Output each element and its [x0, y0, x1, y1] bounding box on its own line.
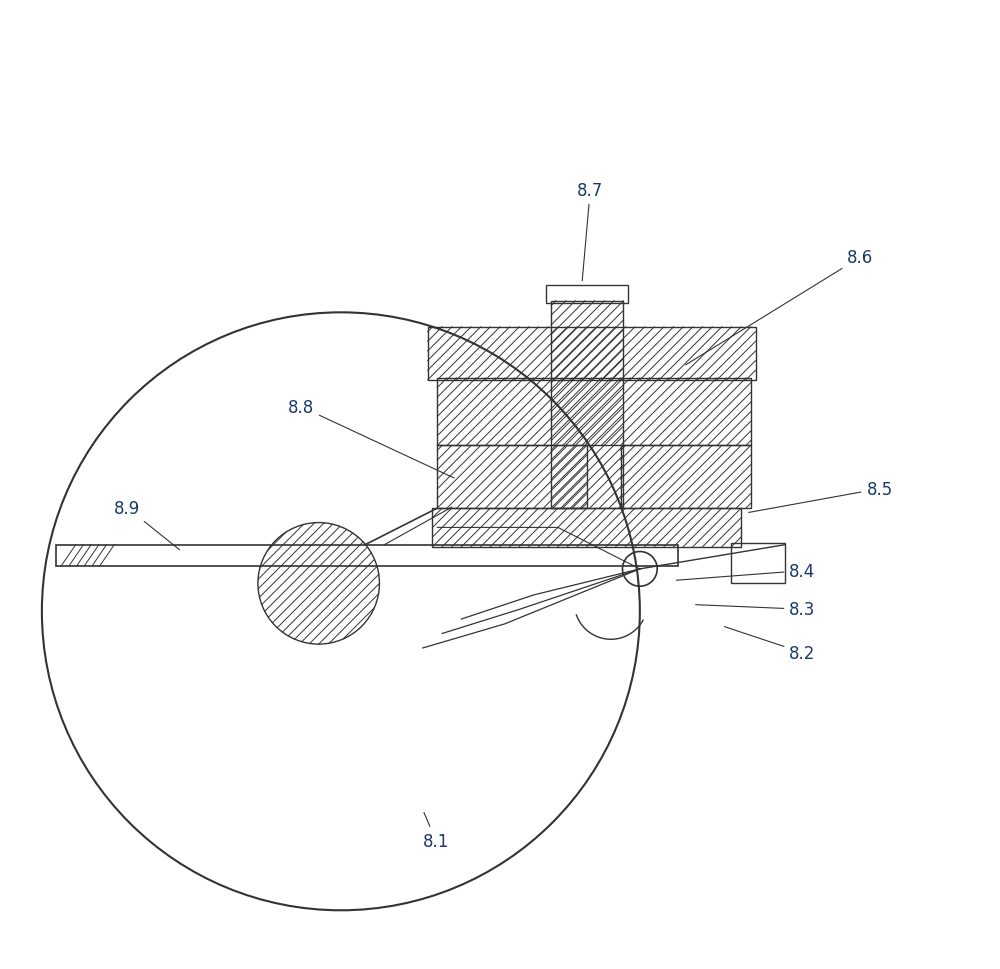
Text: 8.6: 8.6	[686, 249, 873, 365]
Text: 8.7: 8.7	[577, 181, 603, 281]
Text: 8.1: 8.1	[423, 813, 449, 850]
Text: 8.2: 8.2	[724, 627, 816, 662]
Text: 8.4: 8.4	[676, 562, 816, 580]
Text: 8.9: 8.9	[114, 499, 180, 550]
Text: 8.8: 8.8	[288, 398, 454, 479]
Text: 8.5: 8.5	[749, 481, 893, 513]
Text: 8.3: 8.3	[696, 601, 816, 618]
